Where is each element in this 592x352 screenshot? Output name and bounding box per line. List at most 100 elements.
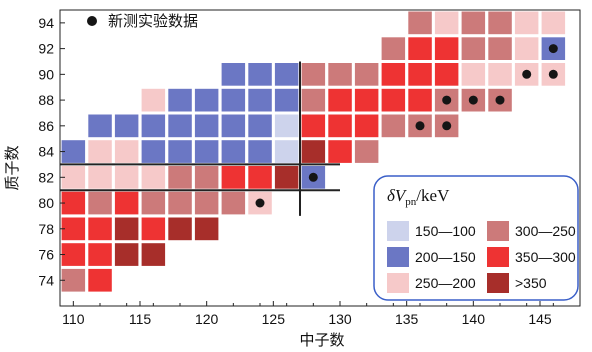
cell-n144-z92: [514, 37, 539, 60]
cell-n126-z90: [274, 63, 299, 86]
ticks-layer: 110 115 120 125 130 135 140 145 74 76 78 80 82 84 86 88…: [38, 15, 554, 327]
legend-swatch: [387, 221, 409, 241]
cell-n118-z86: [168, 114, 192, 138]
legend-label: 300—250: [515, 223, 576, 239]
cell-n138-z90: [434, 63, 459, 86]
magic-lines-layer: [60, 61, 340, 216]
cell-n112-z78: [88, 217, 112, 241]
note-dot-icon: [87, 16, 97, 26]
cell-n122-z82: [221, 166, 246, 189]
cell-n118-z80: [168, 191, 192, 215]
new-data-point: [548, 69, 558, 79]
cell-n142-z90: [488, 63, 512, 86]
cell-n124-z84: [248, 140, 272, 163]
cell-n120-z86: [194, 114, 219, 138]
cell-n110-z78: [61, 217, 86, 241]
cell-n140-z90: [461, 63, 486, 86]
y-tick-label: 82: [38, 169, 54, 185]
cell-n126-z82: [274, 166, 299, 189]
new-data-point: [468, 95, 478, 105]
cell-n126-z86: [274, 114, 299, 138]
cell-n120-z80: [194, 191, 219, 215]
cell-n112-z74: [88, 268, 112, 292]
cell-n132-z90: [354, 63, 379, 86]
cell-n112-z84: [88, 140, 112, 163]
legend-swatch: [487, 221, 509, 241]
cell-n116-z78: [141, 217, 166, 241]
cell-n122-z80: [221, 191, 246, 215]
new-data-point: [255, 198, 265, 208]
legend-swatch: [387, 247, 409, 267]
new-data-note: 新测实验数据: [87, 12, 198, 30]
x-tick-label: 145: [528, 311, 552, 327]
new-data-point: [548, 44, 558, 54]
cell-n140-z92: [461, 37, 486, 60]
cell-n114-z78: [114, 217, 139, 241]
cell-n114-z82: [114, 166, 139, 189]
legend-title: δVpn/keV: [387, 186, 450, 208]
cell-n124-z86: [248, 114, 272, 138]
new-data-layer: [255, 44, 558, 208]
cell-n130-z90: [328, 63, 352, 86]
cell-n110-z74: [61, 268, 86, 292]
cell-n126-z84: [274, 140, 299, 163]
cell-n112-z80: [88, 191, 112, 215]
cell-n134-z86: [381, 114, 406, 138]
cell-n116-z84: [141, 140, 166, 163]
cell-n110-z76: [61, 243, 86, 266]
cell-n128-z84: [301, 140, 326, 163]
cell-n118-z88: [168, 88, 192, 112]
cell-n138-z92: [434, 37, 459, 60]
legend-label: 250—200: [415, 275, 476, 291]
cell-n110-z84: [61, 140, 86, 163]
x-tick-label: 125: [262, 311, 286, 327]
cell-n114-z80: [114, 191, 139, 215]
cell-n146-z94: [541, 11, 566, 35]
cell-n124-z88: [248, 88, 272, 112]
cell-n142-z94: [488, 11, 512, 35]
cell-n122-z86: [221, 114, 246, 138]
cell-n118-z78: [168, 217, 192, 241]
cell-n138-z94: [434, 11, 459, 35]
new-data-point: [308, 172, 318, 182]
cell-n132-z88: [354, 88, 379, 112]
cell-n118-z82: [168, 166, 192, 189]
cell-n136-z88: [408, 88, 432, 112]
x-tick-label: 120: [195, 311, 219, 327]
legend-label: 150—100: [415, 223, 476, 239]
cell-n122-z84: [221, 140, 246, 163]
cell-n130-z86: [328, 114, 352, 138]
new-data-point: [442, 95, 452, 105]
cell-n116-z80: [141, 191, 166, 215]
cell-n136-z94: [408, 11, 432, 35]
cell-n122-z88: [221, 88, 246, 112]
legend-label: 200—150: [415, 249, 476, 265]
cell-n116-z86: [141, 114, 166, 138]
cell-n120-z82: [194, 166, 219, 189]
legend: δVpn/keV 150—100 300—250 200—150 350—300 250…: [373, 175, 579, 301]
cell-n112-z82: [88, 166, 112, 189]
new-data-point: [495, 95, 505, 105]
cell-n120-z84: [194, 140, 219, 163]
x-tick-label: 110: [62, 311, 85, 327]
x-tick-label: 140: [462, 311, 486, 327]
cell-n128-z88: [301, 88, 326, 112]
cell-n112-z76: [88, 243, 112, 266]
cell-n114-z86: [114, 114, 139, 138]
cell-n120-z88: [194, 88, 219, 112]
y-tick-label: 78: [38, 221, 54, 237]
cell-n118-z84: [168, 140, 192, 163]
cell-n128-z86: [301, 114, 326, 138]
cell-n122-z90: [221, 63, 246, 86]
cell-n110-z80: [61, 191, 86, 215]
cell-n142-z92: [488, 37, 512, 60]
cell-n136-z90: [408, 63, 432, 86]
x-axis-title: 中子数: [299, 331, 344, 349]
legend-swatch: [487, 273, 509, 293]
legend-label: >350: [515, 275, 547, 291]
x-tick-label: 115: [129, 311, 152, 327]
cell-n132-z84: [354, 140, 379, 163]
y-tick-label: 74: [38, 272, 54, 288]
cell-n134-z88: [381, 88, 406, 112]
cell-n140-z94: [461, 11, 486, 35]
